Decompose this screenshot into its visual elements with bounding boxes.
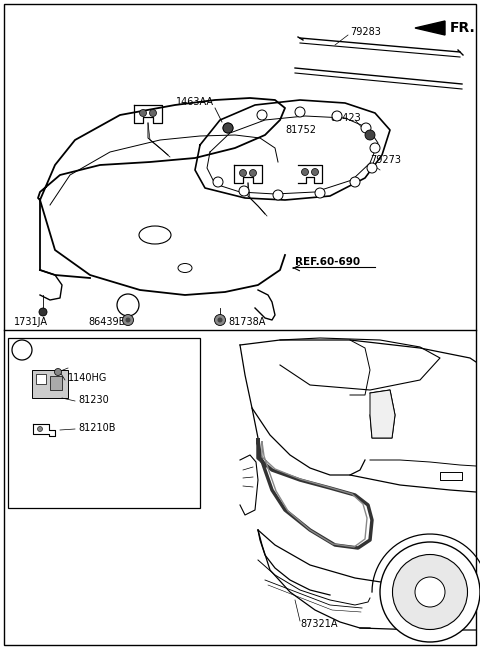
Text: a: a (19, 345, 25, 355)
Text: 87321A: 87321A (300, 619, 337, 629)
Circle shape (350, 177, 360, 187)
Bar (32, 370, 68, 398)
Circle shape (39, 308, 47, 316)
Circle shape (122, 315, 133, 326)
Text: 79273: 79273 (370, 155, 401, 165)
Circle shape (117, 294, 139, 316)
Circle shape (149, 110, 156, 117)
Circle shape (125, 317, 131, 323)
Circle shape (367, 163, 377, 173)
Circle shape (55, 369, 61, 376)
Ellipse shape (178, 263, 192, 273)
Circle shape (215, 315, 226, 326)
Text: 81210B: 81210B (78, 423, 116, 433)
Circle shape (250, 169, 256, 177)
Text: FR.: FR. (450, 21, 476, 35)
Bar (8, 338, 200, 508)
Circle shape (239, 186, 249, 196)
Bar (440, 472, 462, 480)
Ellipse shape (139, 226, 171, 244)
Circle shape (140, 110, 146, 117)
Text: 81752: 81752 (285, 125, 316, 135)
Bar (50, 376, 62, 390)
Circle shape (273, 190, 283, 200)
Circle shape (257, 110, 267, 120)
Polygon shape (370, 390, 395, 438)
Circle shape (312, 169, 319, 175)
Text: 81230: 81230 (78, 395, 109, 405)
Circle shape (12, 340, 32, 360)
Text: 1140HG: 1140HG (68, 373, 108, 383)
Text: 79283: 79283 (350, 27, 381, 37)
Circle shape (370, 143, 380, 153)
Circle shape (301, 169, 309, 175)
Text: 81738A: 81738A (228, 317, 265, 327)
Bar (36, 374, 46, 384)
Text: a: a (125, 300, 131, 310)
Circle shape (223, 123, 233, 133)
Text: REF.60-690: REF.60-690 (295, 257, 360, 267)
Circle shape (361, 123, 371, 133)
Circle shape (295, 107, 305, 117)
Polygon shape (415, 21, 445, 35)
Text: 1463AA: 1463AA (176, 97, 214, 107)
Circle shape (315, 188, 325, 198)
Circle shape (213, 177, 223, 187)
Text: 86423: 86423 (330, 113, 361, 123)
Circle shape (393, 554, 468, 630)
Text: 1731JA: 1731JA (14, 317, 48, 327)
Circle shape (415, 577, 445, 607)
Circle shape (217, 317, 223, 323)
Circle shape (380, 542, 480, 642)
Circle shape (365, 130, 375, 140)
Circle shape (240, 169, 247, 177)
Circle shape (223, 123, 233, 133)
Circle shape (332, 111, 342, 121)
Text: 86439B: 86439B (88, 317, 125, 327)
Circle shape (37, 426, 43, 432)
